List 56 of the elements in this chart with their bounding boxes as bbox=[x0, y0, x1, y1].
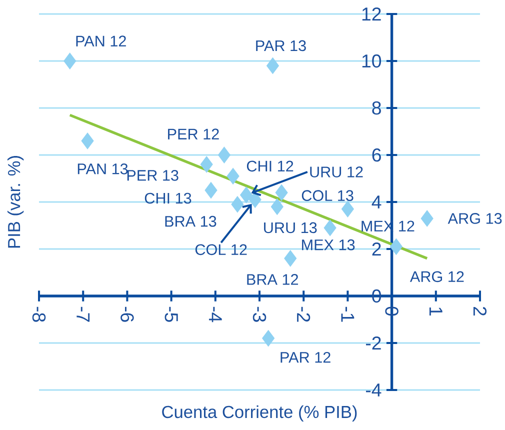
annotation: ARG 13 bbox=[448, 213, 502, 224]
point bbox=[275, 184, 288, 201]
y-tick-label: -2 bbox=[366, 336, 381, 350]
point bbox=[262, 330, 275, 347]
y-tick-label: 6 bbox=[372, 148, 381, 162]
point bbox=[420, 210, 434, 227]
x-tick-label: 2 bbox=[473, 306, 487, 316]
annotation: PAN 13 bbox=[78, 163, 128, 174]
annotation: BRA 12 bbox=[247, 274, 298, 285]
y-tick-label: 8 bbox=[372, 101, 381, 115]
annotation: CHI 12 bbox=[246, 160, 294, 172]
annotation: BRA 13 bbox=[165, 216, 216, 227]
x-tick-label: -1 bbox=[341, 306, 354, 322]
point bbox=[231, 196, 244, 213]
point bbox=[248, 191, 262, 208]
point bbox=[240, 186, 253, 204]
x-tick-label: -7 bbox=[76, 306, 90, 322]
x-tick-label: -5 bbox=[164, 306, 178, 322]
annotation: MEX 13 bbox=[302, 239, 355, 250]
annotation: COL 12 bbox=[195, 244, 247, 256]
annotation: PER 13 bbox=[127, 170, 178, 181]
y-tick-label: 12 bbox=[362, 7, 381, 21]
x-tick-label: -2 bbox=[297, 306, 310, 322]
x-tick-label: -6 bbox=[120, 306, 134, 322]
point bbox=[218, 146, 230, 164]
y-tick-label: 2 bbox=[372, 242, 381, 256]
point bbox=[266, 57, 280, 74]
x-tick-label: 1 bbox=[429, 307, 442, 316]
point bbox=[270, 198, 284, 215]
y-tick-label: 4 bbox=[372, 196, 382, 208]
annotation: PAR 12 bbox=[280, 352, 330, 363]
x-axis-title: Cuenta Corriente (% PIB) bbox=[162, 405, 357, 422]
x-tick-label: -3 bbox=[252, 306, 266, 322]
y-axis-title: PIB (var. %) bbox=[7, 156, 24, 248]
point bbox=[200, 156, 213, 173]
annotation: URU 12 bbox=[310, 166, 363, 178]
x-tick-label: -4 bbox=[208, 306, 222, 322]
annotation: PER 12 bbox=[168, 128, 219, 140]
annotation: CHI 13 bbox=[144, 192, 192, 204]
point bbox=[204, 182, 218, 199]
point bbox=[284, 250, 297, 267]
point bbox=[64, 52, 76, 70]
point bbox=[390, 238, 402, 255]
point bbox=[341, 200, 354, 218]
annotation: PAR 13 bbox=[256, 40, 306, 52]
point bbox=[324, 220, 336, 236]
x-tick-label: -8 bbox=[32, 306, 46, 322]
annotation: COL 13 bbox=[302, 190, 354, 202]
y-tick-label: 10 bbox=[362, 54, 382, 68]
point bbox=[81, 132, 94, 150]
y-tick-label: -4 bbox=[366, 384, 382, 396]
annotation: PAN 12 bbox=[76, 36, 126, 46]
annotation: ARG 12 bbox=[410, 271, 464, 282]
annotation: URU 13 bbox=[264, 222, 317, 234]
point bbox=[226, 168, 240, 184]
x-tick-label: 0 bbox=[385, 306, 398, 316]
